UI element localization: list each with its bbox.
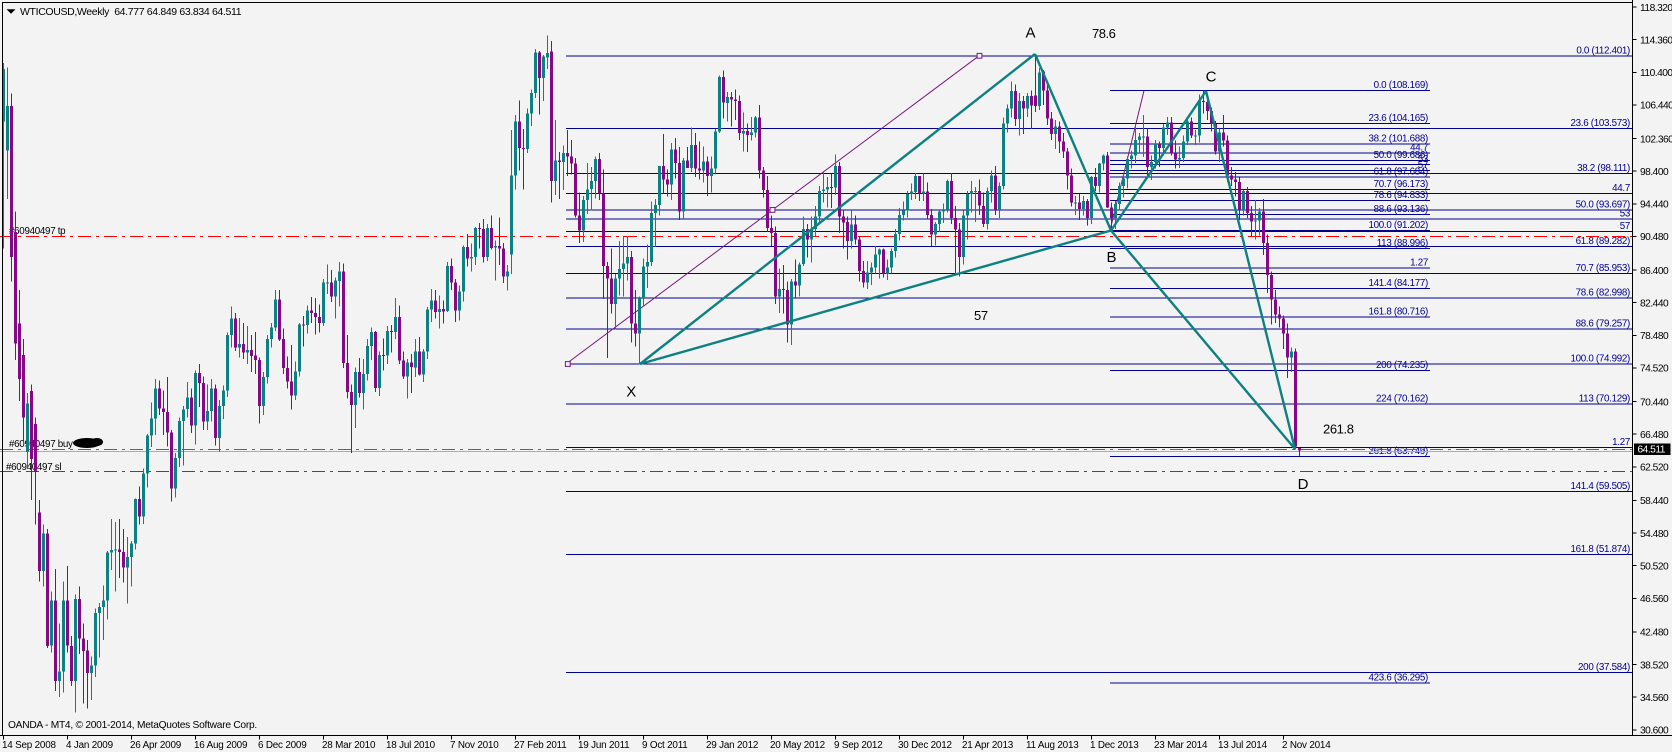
svg-text:110.400: 110.400 (1640, 68, 1672, 79)
svg-text:88.6 (93.136): 88.6 (93.136) (1374, 204, 1428, 215)
svg-text:0.0 (112.401): 0.0 (112.401) (1576, 45, 1630, 56)
svg-text:30.600: 30.600 (1640, 726, 1669, 737)
svg-text:9 Oct 2011: 9 Oct 2011 (642, 740, 688, 751)
svg-text:88.6 (79.257): 88.6 (79.257) (1576, 318, 1630, 329)
svg-text:62.520: 62.520 (1640, 463, 1669, 474)
svg-text:9 Sep 2012: 9 Sep 2012 (834, 740, 883, 751)
svg-text:113 (88.996): 113 (88.996) (1377, 238, 1428, 249)
svg-text:98.400: 98.400 (1640, 167, 1669, 178)
svg-text:70.7 (85.953): 70.7 (85.953) (1576, 263, 1630, 274)
svg-text:57: 57 (1418, 160, 1428, 171)
svg-text:27 Feb 2011: 27 Feb 2011 (514, 740, 567, 751)
svg-text:16 Aug 2009: 16 Aug 2009 (194, 740, 248, 751)
svg-text:26 Apr 2009: 26 Apr 2009 (130, 740, 182, 751)
svg-text:78.6 (94.833): 78.6 (94.833) (1374, 190, 1428, 201)
svg-text:23 Mar 2014: 23 Mar 2014 (1154, 740, 1208, 751)
svg-text:38.2 (101.688): 38.2 (101.688) (1368, 134, 1428, 145)
svg-text:20 May 2012: 20 May 2012 (770, 740, 825, 751)
svg-text:102.360: 102.360 (1640, 134, 1672, 145)
svg-text:1.27: 1.27 (1410, 258, 1428, 269)
svg-text:#60940497 buy: #60940497 buy (9, 439, 73, 450)
svg-text:7 Nov 2010: 7 Nov 2010 (450, 740, 499, 751)
svg-text:57: 57 (1620, 221, 1630, 232)
svg-text:78.480: 78.480 (1640, 331, 1669, 342)
svg-text:WTICOUSD,Weekly 64.777 64.849: WTICOUSD,Weekly 64.777 64.849 63.834 64.… (20, 6, 242, 18)
svg-text:23.6 (104.165): 23.6 (104.165) (1368, 113, 1428, 124)
svg-text:28 Mar 2010: 28 Mar 2010 (322, 740, 376, 751)
svg-text:54.480: 54.480 (1640, 529, 1669, 540)
svg-text:44.7: 44.7 (1410, 143, 1428, 154)
svg-text:200 (74.235): 200 (74.235) (1376, 360, 1428, 371)
svg-text:58.440: 58.440 (1640, 496, 1669, 507)
svg-text:57: 57 (974, 308, 988, 323)
svg-text:#60940497 tp: #60940497 tp (9, 226, 66, 237)
svg-text:78.6 (82.998): 78.6 (82.998) (1576, 288, 1630, 299)
svg-text:13 Jul 2014: 13 Jul 2014 (1218, 740, 1268, 751)
svg-text:6 Dec 2009: 6 Dec 2009 (258, 740, 307, 751)
svg-text:161.8 (80.716): 161.8 (80.716) (1368, 306, 1428, 317)
svg-text:64.511: 64.511 (1638, 445, 1666, 456)
svg-text:53: 53 (1620, 209, 1631, 220)
svg-text:29 Jan 2012: 29 Jan 2012 (706, 740, 758, 751)
svg-text:224 (70.162): 224 (70.162) (1376, 393, 1428, 404)
svg-text:34.560: 34.560 (1640, 693, 1669, 704)
svg-text:106.440: 106.440 (1640, 101, 1672, 112)
svg-text:82.440: 82.440 (1640, 299, 1669, 310)
svg-text:114.360: 114.360 (1640, 35, 1672, 46)
svg-text:X: X (626, 384, 636, 401)
svg-text:OANDA - MT4, © 2001-2014, Meta: OANDA - MT4, © 2001-2014, MetaQuotes Sof… (8, 720, 257, 731)
svg-text:90.480: 90.480 (1640, 232, 1669, 243)
svg-text:78.6: 78.6 (1092, 26, 1116, 41)
svg-text:118.320: 118.320 (1640, 3, 1672, 14)
svg-text:21 Apr 2013: 21 Apr 2013 (962, 740, 1014, 751)
svg-text:141.4 (59.505): 141.4 (59.505) (1570, 481, 1630, 492)
svg-text:C: C (1206, 68, 1217, 85)
svg-text:70.440: 70.440 (1640, 397, 1669, 408)
svg-text:61.8 (97.684): 61.8 (97.684) (1374, 167, 1428, 178)
svg-text:23.6 (103.573): 23.6 (103.573) (1570, 118, 1630, 129)
svg-text:4 Jan 2009: 4 Jan 2009 (66, 740, 114, 751)
svg-text:50.0 (99.686): 50.0 (99.686) (1374, 150, 1428, 161)
svg-text:0.0 (108.169): 0.0 (108.169) (1374, 80, 1428, 91)
svg-text:66.480: 66.480 (1640, 430, 1669, 441)
svg-text:423.6 (36.295): 423.6 (36.295) (1368, 672, 1428, 683)
svg-text:113 (70.129): 113 (70.129) (1579, 394, 1630, 405)
svg-text:42.480: 42.480 (1640, 628, 1669, 639)
svg-text:B: B (1106, 249, 1116, 266)
svg-text:1 Dec 2013: 1 Dec 2013 (1090, 740, 1139, 751)
svg-text:18 Jul 2010: 18 Jul 2010 (386, 740, 436, 751)
svg-text:D: D (1298, 476, 1309, 493)
svg-text:44.7: 44.7 (1612, 183, 1630, 194)
svg-text:11 Aug 2013: 11 Aug 2013 (1026, 740, 1079, 751)
svg-text:14 Sep 2008: 14 Sep 2008 (2, 740, 57, 751)
svg-text:161.8 (51.874): 161.8 (51.874) (1570, 544, 1630, 555)
svg-text:1.27: 1.27 (1612, 437, 1630, 448)
svg-text:2 Nov 2014: 2 Nov 2014 (1282, 740, 1331, 751)
svg-text:86.400: 86.400 (1640, 266, 1669, 277)
svg-text:38.2 (98.111): 38.2 (98.111) (1577, 163, 1630, 174)
svg-text:100.0 (74.992): 100.0 (74.992) (1570, 354, 1630, 365)
svg-text:50.0 (93.697): 50.0 (93.697) (1576, 199, 1630, 210)
svg-text:141.4 (84.177): 141.4 (84.177) (1368, 278, 1428, 289)
svg-text:74.520: 74.520 (1640, 364, 1669, 375)
svg-text:100.0 (91.202): 100.0 (91.202) (1368, 220, 1428, 231)
svg-text:261.8: 261.8 (1323, 422, 1354, 437)
svg-text:61.8 (89.282): 61.8 (89.282) (1576, 236, 1630, 247)
svg-text:38.520: 38.520 (1640, 660, 1669, 671)
svg-text:53: 53 (1418, 154, 1429, 165)
svg-text:50.520: 50.520 (1640, 562, 1669, 573)
svg-text:46.560: 46.560 (1640, 594, 1669, 605)
svg-text:19 Jun 2011: 19 Jun 2011 (578, 740, 630, 751)
svg-text:94.440: 94.440 (1640, 200, 1669, 211)
svg-text:30 Dec 2012: 30 Dec 2012 (898, 740, 952, 751)
svg-text:200 (37.584): 200 (37.584) (1578, 662, 1630, 673)
svg-text:A: A (1025, 24, 1035, 41)
svg-text:#60940497 sl: #60940497 sl (6, 462, 61, 473)
svg-text:70.7 (96.173): 70.7 (96.173) (1374, 179, 1428, 190)
